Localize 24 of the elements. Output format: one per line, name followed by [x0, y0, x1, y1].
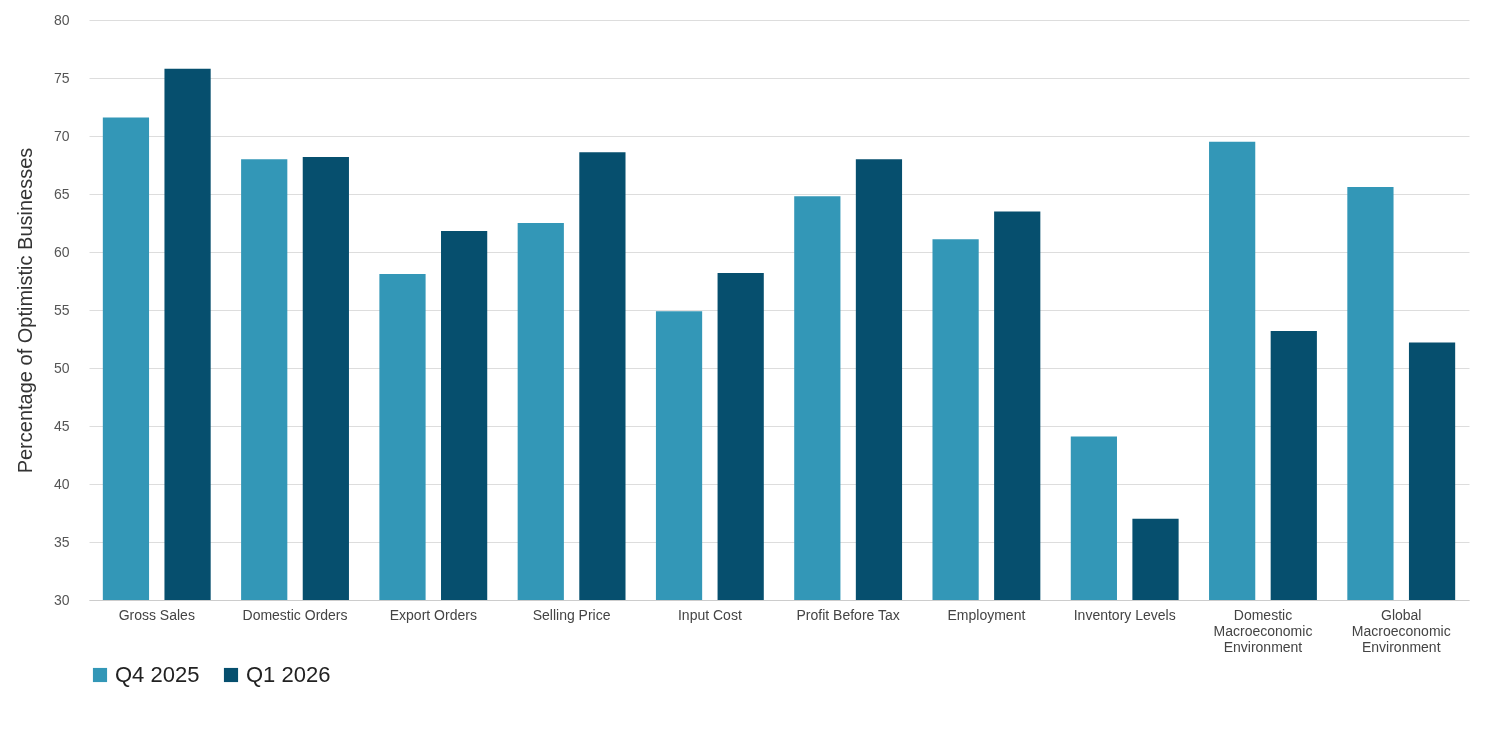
legend-label: Q1 2026 — [246, 662, 331, 687]
x-tick-label: Employment — [947, 606, 1026, 623]
y-tick-label: 60 — [53, 243, 70, 260]
x-tick-label: Selling Price — [532, 606, 611, 623]
y-tick-label: 70 — [53, 127, 70, 144]
x-tick-label: Profit Before Tax — [796, 606, 900, 623]
x-tick-label: Domestic Macroeconomic Environment — [1213, 606, 1313, 655]
x-tick-label: Gross Sales — [118, 606, 195, 623]
x-tick-label: Inventory Levels — [1073, 606, 1176, 623]
y-tick-label: 45 — [53, 417, 70, 434]
y-tick-label: 35 — [53, 533, 70, 550]
y-tick-label: 65 — [53, 185, 70, 202]
legend-label: Q4 2025 — [115, 662, 200, 687]
x-tick-label: Export Orders — [389, 606, 477, 623]
y-tick-label: 75 — [53, 69, 70, 86]
y-tick-label: 40 — [53, 475, 70, 492]
y-tick-label: 55 — [53, 301, 70, 318]
y-tick-label: 50 — [53, 359, 70, 376]
y-tick-label: 80 — [53, 11, 70, 28]
y-axis-title: Percentage of Optimistic Businesses — [13, 147, 36, 474]
y-tick-label: 30 — [53, 591, 70, 608]
x-tick-label: Input Cost — [677, 606, 742, 623]
x-tick-label: Domestic Orders — [242, 606, 348, 623]
x-tick-label: Global Macroeconomic Environment — [1351, 606, 1451, 655]
